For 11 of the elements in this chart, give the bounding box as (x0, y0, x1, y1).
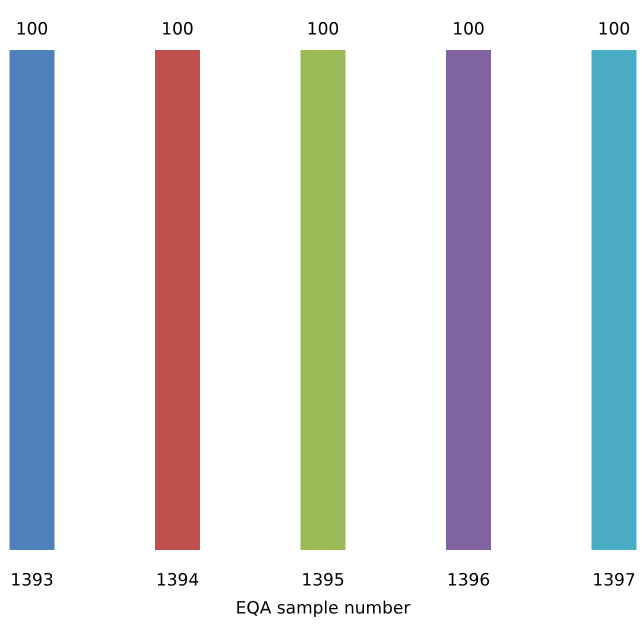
x-tick-label: 1395 (301, 570, 345, 590)
data-label: 100 (452, 20, 485, 40)
x-tick-label: 1393 (10, 570, 54, 590)
x-tick-label: 1396 (446, 570, 490, 590)
data-label: 100 (161, 20, 194, 40)
data-label: 100 (598, 20, 630, 40)
x-tick-label: 1397 (592, 570, 636, 590)
data-label: 100 (16, 20, 48, 40)
x-axis-title: EQA sample number (236, 598, 410, 618)
data-label: 100 (306, 20, 340, 40)
x-tick-label: 1394 (156, 570, 200, 590)
